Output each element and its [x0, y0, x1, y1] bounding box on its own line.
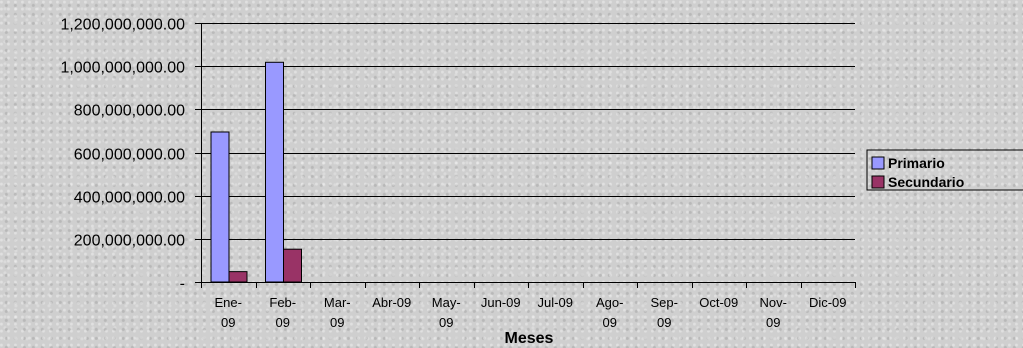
legend-box	[866, 149, 1023, 191]
y-tick-label: 800,000,000.00	[74, 103, 185, 120]
legend-label-secundario: Secundario	[888, 174, 964, 190]
y-tick-label: 1,200,000,000.00	[60, 17, 185, 34]
x-tick-label: 09	[221, 315, 235, 330]
x-tick-label: 09	[330, 315, 344, 330]
x-tick-label: Mar-	[324, 295, 351, 310]
legend: Primario Secundario	[866, 149, 1023, 191]
x-tick-label: Ago-	[596, 295, 623, 310]
bar-secundario-ene-09	[228, 271, 248, 283]
y-tick-label: -	[180, 276, 185, 293]
y-tick-label: 600,000,000.00	[74, 147, 185, 164]
x-tick-label: Oct-09	[699, 295, 738, 310]
x-axis-title: Meses	[505, 330, 554, 347]
x-tick-label: Dic-09	[809, 295, 847, 310]
legend-label-primario: Primario	[888, 155, 945, 171]
bar-secundario-feb-09	[283, 248, 302, 283]
x-tick-label: Sep-	[651, 295, 678, 310]
x-tick-label: 09	[603, 315, 617, 330]
x-tick-label: 09	[439, 315, 453, 330]
x-tick-labels: Ene- 09 Feb- 09 Mar- 09 Abr-09 May- 09 Jun-09 Jul-…	[215, 295, 847, 330]
x-tick-label: Abr-09	[372, 295, 411, 310]
y-tick-labels: - 200,000,000.00 400,000,000.00 600,000,000…	[60, 17, 185, 293]
bar-primario-feb-09	[265, 61, 284, 283]
legend-swatch-secundario	[871, 175, 885, 189]
y-tick-label: 1,000,000,000.00	[60, 60, 185, 77]
bars	[210, 61, 302, 283]
x-tick-label: May-	[432, 295, 461, 310]
x-tick-label: Feb-	[269, 295, 296, 310]
x-tick-label: 09	[657, 315, 671, 330]
x-tick-label: Ene-	[215, 295, 242, 310]
y-tick-label: 400,000,000.00	[74, 190, 185, 207]
x-tick-label: Jul-09	[538, 295, 573, 310]
bar-primario-ene-09	[210, 131, 230, 283]
x-tick-label: Nov-	[760, 295, 787, 310]
axes	[195, 23, 856, 288]
x-tick-label: 09	[276, 315, 290, 330]
y-tick-label: 200,000,000.00	[74, 233, 185, 250]
x-tick-label: 09	[766, 315, 780, 330]
legend-swatch-primario	[871, 156, 885, 170]
x-tick-label: Jun-09	[481, 295, 521, 310]
gridlines	[201, 23, 855, 240]
